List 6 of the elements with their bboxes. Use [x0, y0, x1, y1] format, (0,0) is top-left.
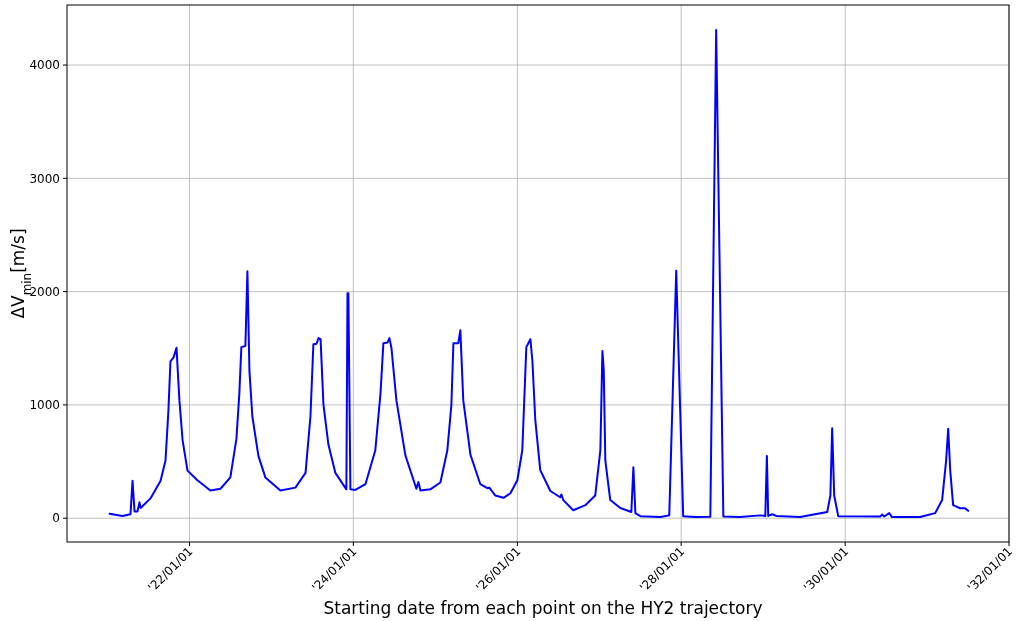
y-tick-label: 0	[52, 511, 60, 526]
line-series	[108, 28, 970, 519]
x-axis-title: Starting date from each point on the HY2 trajectory	[323, 598, 763, 618]
y-tick-label: 4000	[29, 58, 60, 73]
y-tick-label: 1000	[29, 398, 60, 413]
y-tick-label: 3000	[29, 171, 60, 186]
